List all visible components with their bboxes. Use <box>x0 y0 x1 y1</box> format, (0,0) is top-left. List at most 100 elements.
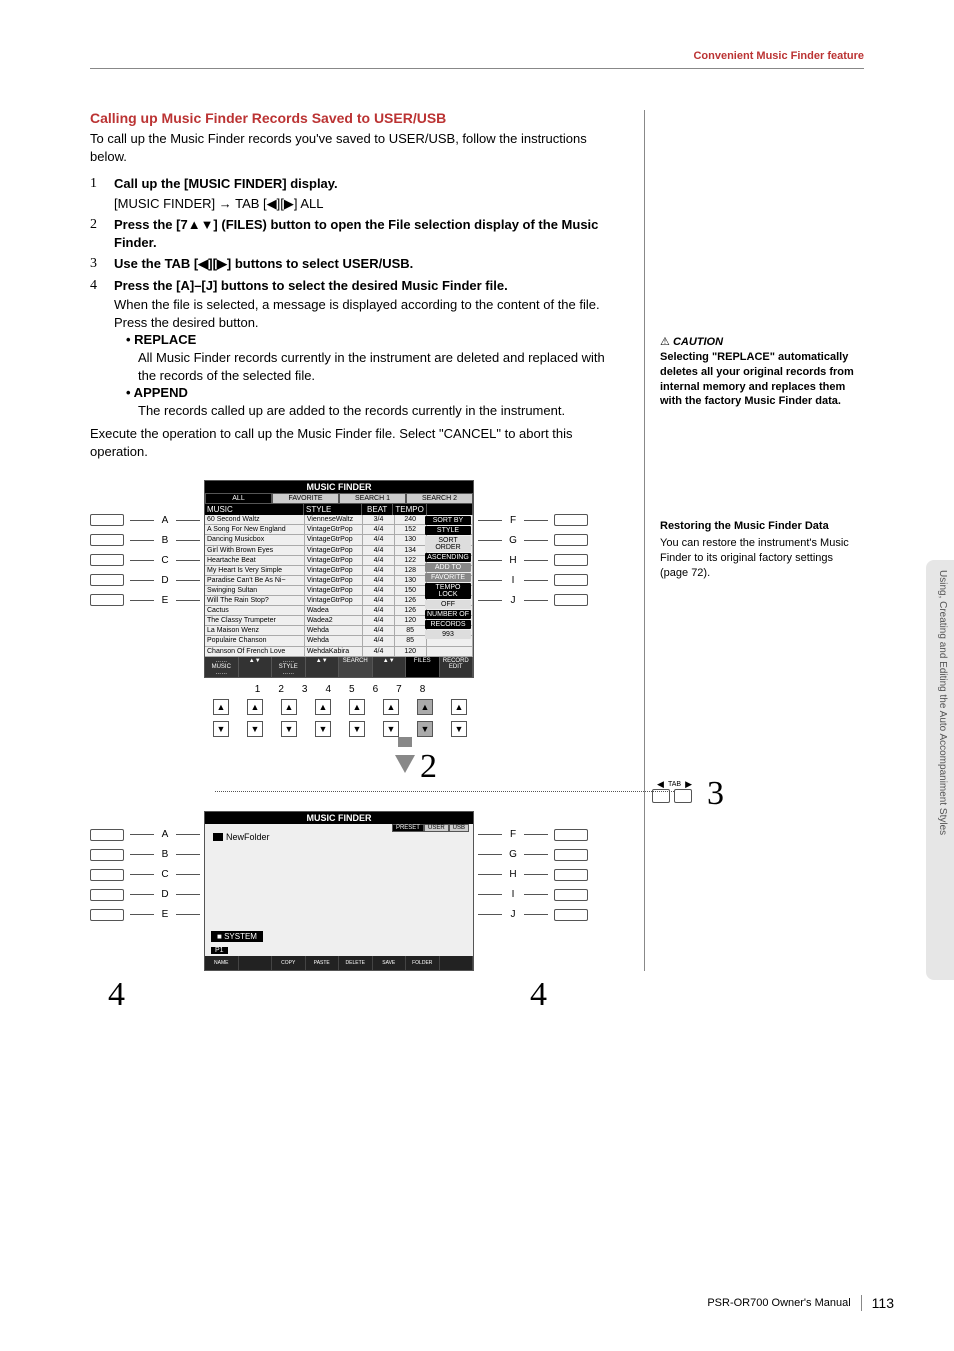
newfolder: NewFolder <box>213 832 270 842</box>
mf-row: Chanson Of French LoveWehdaKabira4/4120 <box>205 647 473 657</box>
mf-tab: ALL <box>205 493 272 504</box>
steps-list: Call up the [MUSIC FINDER] display. [MUS… <box>90 175 624 419</box>
col-music: MUSIC <box>205 504 304 515</box>
system-bar: ■ SYSTEM <box>211 931 263 942</box>
page-header: Convenient Music Finder feature <box>693 50 864 62</box>
footer: PSR-OR700 Owner's Manual 113 <box>707 1295 894 1311</box>
append-body: The records called up are added to the r… <box>138 402 624 420</box>
footer-page: 113 <box>861 1295 894 1311</box>
num-btn-down[interactable]: ▼ <box>451 721 467 737</box>
mf2-title: MUSIC FINDER <box>205 812 473 824</box>
callout-intro: To call up the Music Finder records you'… <box>90 130 624 165</box>
big-num-4l: 4 <box>108 976 125 1014</box>
replace-body: All Music Finder records currently in th… <box>138 349 624 384</box>
step1-sub: [MUSIC FINDER] → TAB [◀][▶] ALL <box>114 195 624 213</box>
panel-btn-B[interactable] <box>90 534 124 546</box>
mf-screen-1: MUSIC FINDER ALLFAVORITESEARCH 1SEARCH 2… <box>204 480 474 677</box>
panel-btn-J[interactable] <box>554 594 588 606</box>
panel-btn-H[interactable] <box>554 554 588 566</box>
num-btn-up[interactable]: ▲ <box>281 699 297 715</box>
step4-body: When the file is selected, a message is … <box>114 296 624 331</box>
mf-tab: SEARCH 2 <box>406 493 473 504</box>
panel-btn-I[interactable] <box>554 889 588 901</box>
mf-right-btn: ASCENDING <box>425 553 471 562</box>
tab-btn-right[interactable] <box>674 789 692 803</box>
main-content: Calling up Music Finder Records Saved to… <box>90 110 645 971</box>
caution-head: ⚠ CAUTION <box>660 335 860 350</box>
panel-btn-C[interactable] <box>90 554 124 566</box>
side-tab-text: Using, Creating and Editing the Auto Acc… <box>937 570 948 835</box>
num-btn-up[interactable]: ▲ <box>417 699 433 715</box>
mf-right-btn: SORT ORDER <box>425 536 471 552</box>
panel-btn-J[interactable] <box>554 909 588 921</box>
mf-screen-2: MUSIC FINDER PRESETUSERUSB NewFolder ■ S… <box>204 811 474 971</box>
big-num-3: 3 <box>707 775 724 813</box>
panel-btn-C[interactable] <box>90 869 124 881</box>
col-style: STYLE <box>304 504 362 515</box>
diagram-1: ABCDE MUSIC FINDER ALLFAVORITESEARCH 1SE… <box>90 480 624 776</box>
panel-btn-A[interactable] <box>90 514 124 526</box>
side-column: ⚠ CAUTION Selecting "REPLACE" automatica… <box>660 110 860 611</box>
step1-head: Call up the [MUSIC FINDER] display. <box>114 175 624 193</box>
panel-btn-D[interactable] <box>90 574 124 586</box>
big-num-4r: 4 <box>530 976 547 1014</box>
num-btn-down[interactable]: ▼ <box>383 721 399 737</box>
mf-right-btn: TEMPO LOCK <box>425 583 471 599</box>
restore-body: You can restore the instrument's Music F… <box>660 536 860 581</box>
step4-head: Press the [A]–[J] buttons to select the … <box>114 277 624 295</box>
num-btn-up[interactable]: ▲ <box>247 699 263 715</box>
caution-icon: ⚠ <box>660 335 670 350</box>
num-btn-down[interactable]: ▼ <box>213 721 229 737</box>
num-btn-down[interactable]: ▼ <box>247 721 263 737</box>
closing-text: Execute the operation to call up the Mus… <box>90 425 624 460</box>
panel-btn-A[interactable] <box>90 829 124 841</box>
append-head: • APPEND <box>126 384 624 402</box>
num-btn-down[interactable]: ▼ <box>417 721 433 737</box>
right-buttons-2: FGHIJ <box>478 811 588 929</box>
panel-btn-G[interactable] <box>554 534 588 546</box>
panel-btn-F[interactable] <box>554 829 588 841</box>
panel-btn-E[interactable] <box>90 594 124 606</box>
mf-right-btn: NUMBER OF <box>425 610 471 619</box>
step2-head: Press the [7▲▼] (FILES) button to open t… <box>114 216 624 251</box>
panel-btn-H[interactable] <box>554 869 588 881</box>
replace-head: • REPLACE <box>126 331 624 349</box>
left-buttons-2: ABCDE <box>90 811 200 929</box>
num-btn-up[interactable]: ▲ <box>213 699 229 715</box>
num-btn-up[interactable]: ▲ <box>315 699 331 715</box>
restore-title: Restoring the Music Finder Data <box>660 519 860 534</box>
num-btn-up[interactable]: ▲ <box>451 699 467 715</box>
mf-right-btn: SORT BY <box>425 516 471 525</box>
right-buttons: FGHIJ <box>478 480 588 614</box>
mf-title: MUSIC FINDER <box>205 481 473 493</box>
mf-right-btn: STYLE <box>425 526 471 535</box>
mf-right-btn: RECORDS <box>425 620 471 629</box>
num-btn-down[interactable]: ▼ <box>281 721 297 737</box>
panel-btn-F[interactable] <box>554 514 588 526</box>
panel-btn-E[interactable] <box>90 909 124 921</box>
panel-btn-G[interactable] <box>554 849 588 861</box>
panel-btn-I[interactable] <box>554 574 588 586</box>
num-btn-up[interactable]: ▲ <box>349 699 365 715</box>
mf-tab: FAVORITE <box>272 493 339 504</box>
tab-btn-left[interactable] <box>652 789 670 803</box>
panel-btn-B[interactable] <box>90 849 124 861</box>
num-btn-down[interactable]: ▼ <box>349 721 365 737</box>
mf-right-btn: OFF <box>425 600 471 609</box>
footer-manual: PSR-OR700 Owner's Manual <box>707 1297 850 1309</box>
num-btn-down[interactable]: ▼ <box>315 721 331 737</box>
panel-btn-D[interactable] <box>90 889 124 901</box>
diagram-2: ABCDE MUSIC FINDER PRESETUSERUSB NewFold… <box>90 811 624 971</box>
step3-head: Use the TAB [◀][▶] buttons to select USE… <box>114 255 624 273</box>
tab-label: TAB <box>668 781 681 788</box>
mf-tab: SEARCH 1 <box>339 493 406 504</box>
left-buttons: ABCDE <box>90 480 200 614</box>
callout-title: Calling up Music Finder Records Saved to… <box>90 110 624 126</box>
col-tempo: TEMPO <box>393 504 426 515</box>
header-rule <box>90 68 864 69</box>
side-tab: Using, Creating and Editing the Auto Acc… <box>926 560 954 980</box>
mf-right-btn: ADD TO <box>425 563 471 572</box>
num-btn-up[interactable]: ▲ <box>383 699 399 715</box>
mf-right-btn: FAVORITE <box>425 573 471 582</box>
caution-body: Selecting "REPLACE" automatically delete… <box>660 350 860 409</box>
